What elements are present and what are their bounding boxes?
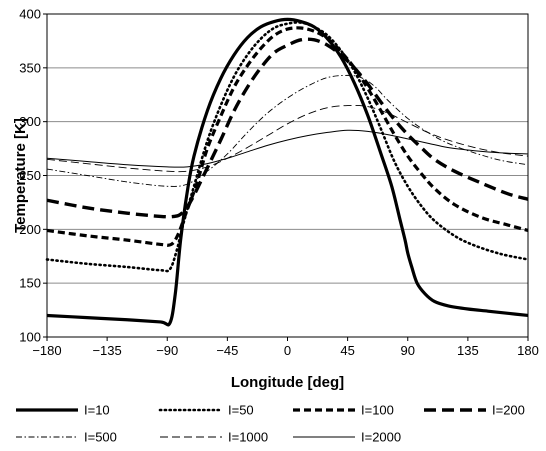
y-tick-label: 400 — [19, 7, 41, 22]
legend-entry: I=2000 — [293, 430, 401, 445]
legend-label: I=2000 — [361, 430, 401, 445]
legend-label: I=50 — [228, 403, 254, 418]
legend-entry: I=100 — [293, 403, 394, 418]
y-axis-ticks: 100 150 200 250 300 350 400 — [19, 7, 47, 345]
y-tick-label: 150 — [19, 276, 41, 291]
x-tick-label: −180 — [32, 343, 61, 358]
x-tick-label: 0 — [284, 343, 291, 358]
series-line-i-50 — [45, 21, 530, 273]
legend-entry: I=500 — [16, 430, 117, 445]
y-tick-label: 300 — [19, 114, 41, 129]
y-tick-label: 200 — [19, 222, 41, 237]
series-line-i-500 — [46, 74, 529, 187]
plot-series — [45, 17, 530, 327]
series-line-i-2000 — [46, 129, 529, 168]
legend-entry: I=200 — [424, 403, 525, 418]
legend-entry: I=1000 — [160, 430, 268, 445]
x-tick-label: 180 — [517, 343, 539, 358]
y-tick-label: 250 — [19, 168, 41, 183]
legend: I=10 I=50 I=100 I=200 I=500 I=1000 I=2000 — [16, 403, 525, 445]
series-line-i-200 — [46, 37, 529, 219]
legend-label: I=200 — [492, 403, 525, 418]
gridlines — [47, 67, 528, 284]
x-tick-label: 90 — [401, 343, 415, 358]
legend-label: I=500 — [84, 430, 117, 445]
series-line-i-100 — [46, 26, 529, 247]
legend-entry: I=50 — [158, 403, 254, 418]
legend-entry: I=10 — [16, 403, 110, 418]
x-tick-label: −90 — [156, 343, 178, 358]
y-tick-label: 100 — [19, 330, 41, 345]
legend-label: I=100 — [361, 403, 394, 418]
y-tick-label: 350 — [19, 60, 41, 75]
x-tick-label: 45 — [340, 343, 354, 358]
y-axis-title: Temperature [K] — [12, 118, 29, 233]
x-tick-label: 135 — [457, 343, 479, 358]
x-tick-label: −135 — [92, 343, 121, 358]
x-axis-title: Longitude [deg] — [231, 374, 344, 391]
legend-label: I=1000 — [228, 430, 268, 445]
x-axis-ticks: −180 −135 −90 −45 0 45 90 135 180 — [32, 337, 539, 358]
x-tick-label: −45 — [216, 343, 238, 358]
legend-label: I=10 — [84, 403, 110, 418]
series-line-i-1000 — [46, 104, 529, 173]
